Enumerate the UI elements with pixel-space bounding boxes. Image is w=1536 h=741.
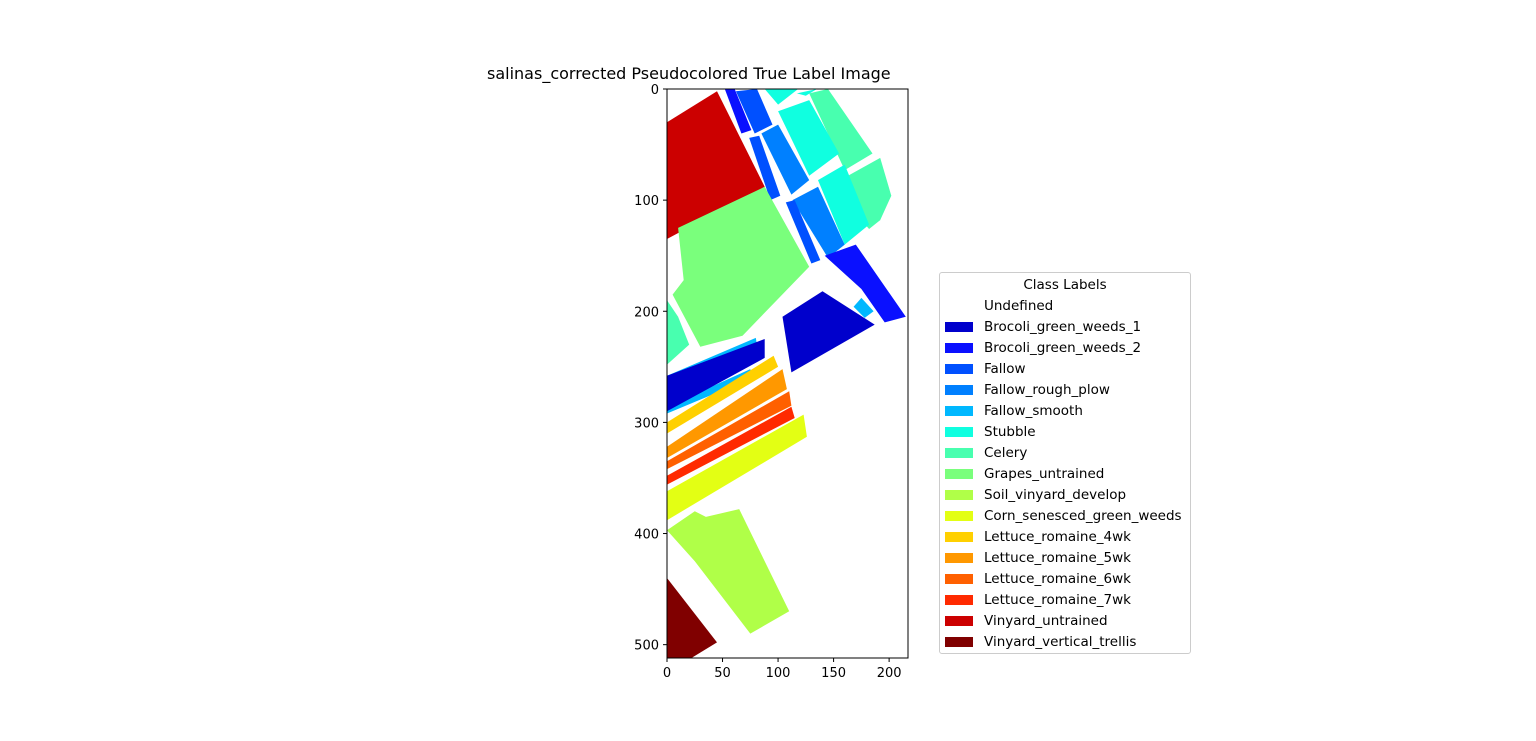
legend-item: Lettuce_romaine_6wk <box>945 569 1131 589</box>
x-tick-label: 150 <box>821 666 846 681</box>
legend-label: Lettuce_romaine_7wk <box>984 592 1131 608</box>
legend-swatch <box>945 469 973 479</box>
legend-item: Brocoli_green_weeds_2 <box>945 338 1141 358</box>
legend-item: Vinyard_vertical_trellis <box>945 632 1136 652</box>
legend-title: Class Labels <box>1023 277 1107 293</box>
region-fallow-7 <box>749 135 781 201</box>
legend-item: Fallow <box>945 359 1026 379</box>
legend-swatch <box>945 448 973 458</box>
legend-label: Celery <box>984 445 1028 461</box>
x-tick-label: 200 <box>877 666 902 681</box>
legend-item: Fallow_rough_plow <box>945 380 1110 400</box>
region-lettuce-romaine-7wk-25 <box>667 406 795 485</box>
region-soil-vinyard-develop-27 <box>667 509 790 634</box>
legend-swatch <box>945 385 973 395</box>
legend-swatch <box>945 427 973 437</box>
region-fallow-smooth-18 <box>667 369 753 414</box>
region-corn-senesced-green-weeds-26 <box>667 414 807 521</box>
legend-item: Undefined <box>945 296 1053 316</box>
y-tick-label: 300 <box>634 416 659 431</box>
legend-label: Corn_senesced_green_weeds <box>984 508 1182 524</box>
y-tick-label: 100 <box>634 194 659 209</box>
legend-swatch <box>945 511 973 521</box>
legend-item: Fallow_smooth <box>945 401 1083 421</box>
region-fallow-2 <box>735 89 773 134</box>
x-tick-label: 0 <box>663 666 671 681</box>
chart-title: salinas_corrected Pseudocolored True Lab… <box>487 64 891 83</box>
legend-item: Soil_vinyard_develop <box>945 485 1126 505</box>
legend-label: Soil_vinyard_develop <box>984 487 1127 503</box>
region-fallow-rough-plow-11 <box>792 186 845 258</box>
region-brocoli-green-weeds-2-15 <box>824 244 906 323</box>
region-stubble-6 <box>778 100 840 176</box>
legend-label: Undefined <box>984 298 1054 314</box>
legend-label: Fallow_smooth <box>984 403 1083 419</box>
x-tick-label: 100 <box>766 666 791 681</box>
legend-item: Lettuce_romaine_5wk <box>945 548 1131 568</box>
legend-label: Brocoli_green_weeds_2 <box>984 340 1142 356</box>
region-vinyard-untrained-0 <box>667 91 765 239</box>
legend-item: Stubble <box>945 422 1036 442</box>
legend-label: Lettuce_romaine_4wk <box>984 529 1131 545</box>
legend-swatch <box>945 490 973 500</box>
legend-label: Stubble <box>984 424 1036 440</box>
region-celery-14 <box>667 300 690 365</box>
region-brocoli-green-weeds-2-1 <box>724 89 752 134</box>
y-tick-label: 0 <box>651 83 659 98</box>
legend-item: Corn_senesced_green_weeds <box>945 506 1182 526</box>
legend-label: Fallow <box>984 361 1026 377</box>
legend-label: Brocoli_green_weeds_1 <box>984 319 1142 335</box>
region-lettuce-romaine-5wk-23 <box>667 369 787 458</box>
y-tick-label: 500 <box>634 639 659 654</box>
legend-swatch <box>945 595 973 605</box>
region-lettuce-romaine-6wk-24 <box>667 391 792 470</box>
legend-item: Grapes_untrained <box>945 464 1104 484</box>
legend-swatch <box>945 322 973 332</box>
region-brocoli-green-weeds-1-21 <box>667 339 765 412</box>
region-stubble-4 <box>796 89 817 96</box>
region-stubble-10 <box>818 164 870 245</box>
legend-label: Vinyard_untrained <box>984 613 1108 629</box>
region-brocoli-green-weeds-1-16 <box>782 291 875 373</box>
region-grapes-untrained-13 <box>672 186 810 347</box>
legend-item: Celery <box>945 443 1027 463</box>
legend-swatch <box>945 364 973 374</box>
y-tick-label: 200 <box>634 305 659 320</box>
region-fallow-12 <box>785 200 821 264</box>
legend-swatch <box>945 532 973 542</box>
legend-item: Brocoli_green_weeds_1 <box>945 317 1141 337</box>
legend-swatch <box>945 343 973 353</box>
legend-label: Fallow_rough_plow <box>984 382 1110 398</box>
region-celery-5 <box>809 89 873 171</box>
legend-swatch <box>945 574 973 584</box>
region-fallow-smooth-19 <box>853 297 874 318</box>
legend-swatch <box>945 301 973 311</box>
legend-swatch <box>945 616 973 626</box>
legend-label: Lettuce_romaine_5wk <box>984 550 1131 566</box>
legend-item: Vinyard_untrained <box>945 611 1108 631</box>
legend-label: Lettuce_romaine_6wk <box>984 571 1131 587</box>
legend-label: Vinyard_vertical_trellis <box>984 634 1137 650</box>
legend-swatch <box>945 406 973 416</box>
legend-swatch <box>945 637 973 647</box>
axes-frame <box>666 88 909 659</box>
region-fallow-rough-plow-8 <box>761 124 810 195</box>
legend-item: Lettuce_romaine_4wk <box>945 527 1131 547</box>
x-tick-label: 50 <box>714 666 731 681</box>
y-tick-label: 400 <box>634 528 659 543</box>
region-vinyard-vertical-trellis-28 <box>667 578 717 658</box>
legend-label: Grapes_untrained <box>984 466 1105 482</box>
region-lettuce-romaine-4wk-22 <box>667 355 779 434</box>
region-stubble-3 <box>764 89 799 105</box>
legend-item: Lettuce_romaine_7wk <box>945 590 1131 610</box>
legend: Class Labels Undefined Brocoli_green_weed… <box>939 272 1191 654</box>
legend-swatch <box>945 553 973 563</box>
